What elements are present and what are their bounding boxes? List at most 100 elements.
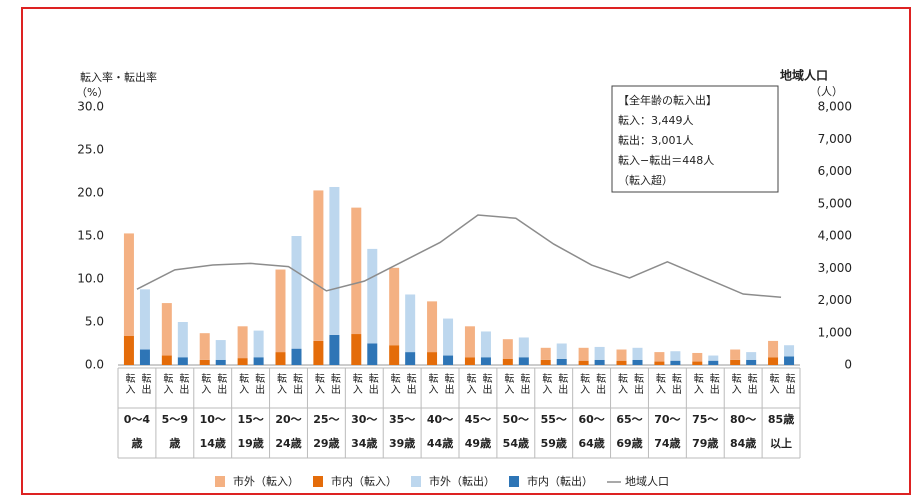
legend-label: 市外（転入） xyxy=(233,474,299,488)
bar-segment xyxy=(443,318,454,356)
bar-segment xyxy=(237,358,248,365)
bar-segment xyxy=(351,334,362,365)
bar-segment xyxy=(389,345,400,365)
x-tick-label: 80～ xyxy=(730,413,756,426)
bar-label: 転入 xyxy=(502,373,514,395)
y2-axis-unit: （人） xyxy=(810,85,843,98)
bar-segment xyxy=(578,347,589,361)
bar-segment xyxy=(139,289,150,350)
y2-tick-label: 3,000 xyxy=(818,261,852,275)
bar-label: 転入 xyxy=(123,373,135,395)
bar-label: 転入 xyxy=(464,373,476,395)
x-tick-label: 25～ xyxy=(313,413,339,426)
bar-segment xyxy=(405,352,416,365)
bar-label: 転出 xyxy=(366,373,378,395)
bar-label: 転入 xyxy=(691,373,703,395)
bar-segment xyxy=(708,355,719,361)
bar-segment xyxy=(123,233,134,336)
bar-segment xyxy=(253,357,264,365)
x-tick-label: 74歳 xyxy=(654,436,680,450)
bar-label: 転入 xyxy=(653,373,665,395)
bar-label: 転入 xyxy=(388,373,400,395)
bar-label: 転出 xyxy=(783,373,795,395)
frame xyxy=(21,7,911,495)
bar-segment xyxy=(518,357,529,365)
bar-segment xyxy=(768,340,779,358)
bar-segment xyxy=(313,190,324,341)
x-tick-label: 84歳 xyxy=(730,436,756,450)
annotation-text: 【全年齢の転入出】 xyxy=(618,93,717,107)
bar-segment xyxy=(632,347,643,360)
y2-tick-label: 1,000 xyxy=(818,325,852,339)
bar-label: 転入 xyxy=(237,373,249,395)
bar-segment xyxy=(161,355,172,365)
annotation-text: 転入：3,449人 xyxy=(618,114,694,127)
bar-segment xyxy=(177,322,188,358)
bar-label: 転入 xyxy=(426,373,438,395)
bar-segment xyxy=(708,360,719,365)
legend-swatch xyxy=(215,476,225,487)
y2-tick-label: 2,000 xyxy=(818,293,852,307)
bar-label: 転入 xyxy=(767,373,779,395)
x-tick-label: 69歳 xyxy=(616,436,642,450)
bar-segment xyxy=(692,361,703,365)
bar-segment xyxy=(502,339,513,359)
bar-segment xyxy=(594,346,605,360)
bar-segment xyxy=(215,359,226,365)
x-tick-label: 34歳 xyxy=(351,436,377,450)
x-tick-label: 歳 xyxy=(169,436,180,450)
y2-tick-label: 4,000 xyxy=(818,229,852,243)
x-tick-label: 59歳 xyxy=(541,436,567,450)
bar-segment xyxy=(594,359,605,365)
y-tick-label: 20.0 xyxy=(77,186,104,200)
x-tick-label: 64歳 xyxy=(578,436,604,450)
x-tick-label: 44歳 xyxy=(427,436,453,450)
y-tick-label: 15.0 xyxy=(77,229,104,243)
bar-segment xyxy=(123,335,134,365)
bar-segment xyxy=(237,326,248,359)
bar-segment xyxy=(275,269,286,353)
bar-segment xyxy=(199,333,210,360)
x-tick-label: 55～ xyxy=(541,413,567,426)
bar-label: 転出 xyxy=(328,373,340,395)
bar-segment xyxy=(464,326,475,358)
bar-segment xyxy=(670,351,681,361)
y2-tick-label: 8,000 xyxy=(818,100,852,114)
legend-label: 市内（転出） xyxy=(527,474,593,488)
bar-label: 転入 xyxy=(199,373,211,395)
x-tick-label: 14歳 xyxy=(200,436,226,450)
bar-segment xyxy=(578,360,589,365)
bar-label: 転出 xyxy=(594,373,606,395)
bar-segment xyxy=(632,359,643,365)
bar-label: 転出 xyxy=(632,373,644,395)
y-tick-label: 25.0 xyxy=(77,143,104,157)
bar-segment xyxy=(313,340,324,365)
bar-label: 転入 xyxy=(350,373,362,395)
bar-segment xyxy=(730,359,741,365)
bar-segment xyxy=(367,343,378,365)
y-tick-label: 30.0 xyxy=(77,100,104,114)
bar-label: 転出 xyxy=(253,373,265,395)
x-tick-label: 49歳 xyxy=(465,436,491,450)
y-tick-label: 5.0 xyxy=(85,315,104,329)
bar-label: 転出 xyxy=(707,373,719,395)
x-tick-label: 以上 xyxy=(770,436,792,450)
bar-segment xyxy=(161,303,172,356)
x-tick-label: 85歳 xyxy=(768,412,794,426)
x-tick-label: 70～ xyxy=(654,413,680,426)
bar-segment xyxy=(177,357,188,365)
x-tick-label: 40～ xyxy=(427,413,453,426)
x-tick-label: 29歳 xyxy=(313,436,339,450)
bar-segment xyxy=(275,352,286,365)
bar-segment xyxy=(654,361,665,365)
x-tick-label: 54歳 xyxy=(503,436,529,450)
bar-label: 転入 xyxy=(312,373,324,395)
x-tick-label: 0～4 xyxy=(124,413,151,426)
annotation-box xyxy=(611,85,779,193)
x-tick-label: 30～ xyxy=(351,413,377,426)
x-tick-label: 79歳 xyxy=(692,436,718,450)
bar-segment xyxy=(405,294,416,353)
bar-segment xyxy=(389,267,400,346)
bar-segment xyxy=(215,340,226,360)
y-tick-label: 0.0 xyxy=(85,358,104,372)
